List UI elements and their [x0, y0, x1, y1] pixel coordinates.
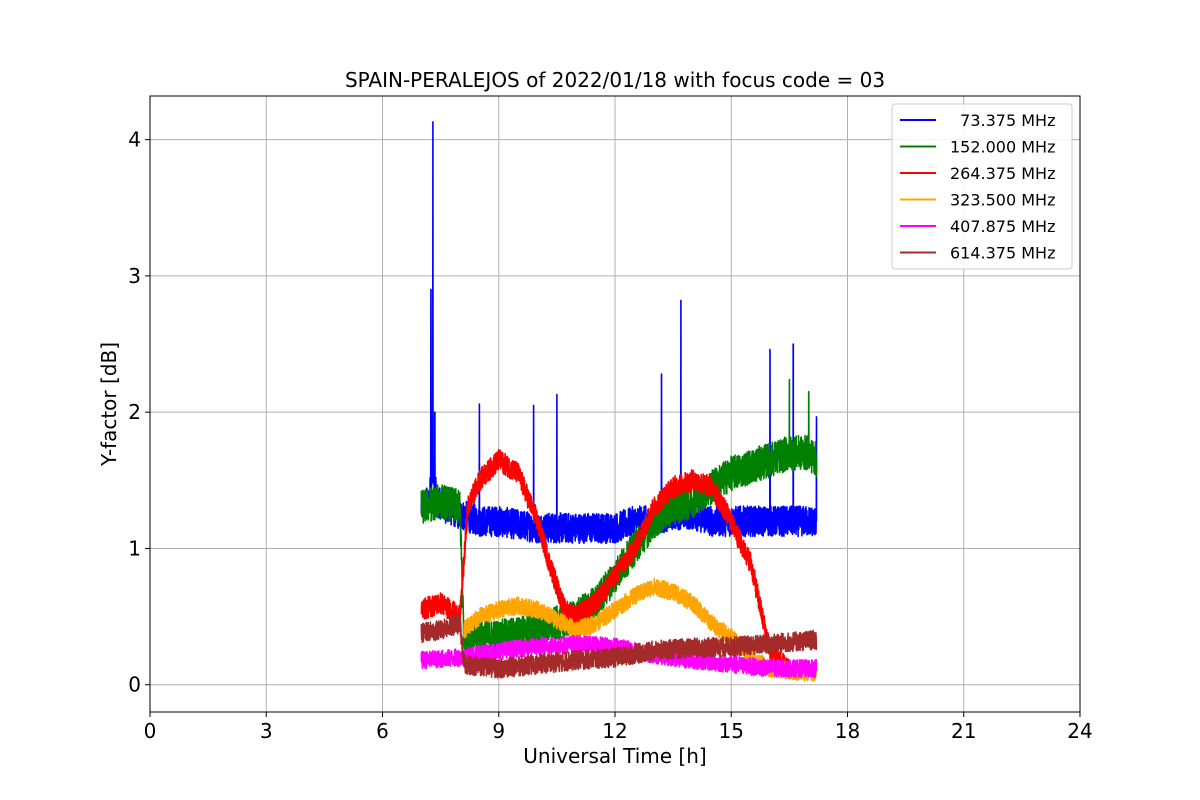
series-line: [420, 613, 818, 679]
series-line: [420, 634, 818, 678]
legend-entry: 323.500 MHz: [950, 191, 1055, 210]
series-line: [420, 448, 791, 680]
legend-box: [891, 103, 1073, 270]
y-tick-label: 4: [128, 128, 141, 152]
y-axis-label: Y-factor [dB]: [97, 342, 121, 467]
x-tick-label: 21: [951, 719, 976, 743]
series-line: [463, 577, 818, 682]
chart-title: SPAIN-PERALEJOS of 2022/01/18 with focus…: [345, 68, 885, 92]
legend-entry: 264.375 MHz: [950, 164, 1055, 183]
x-tick-label: 3: [260, 719, 273, 743]
x-tick-label: 15: [719, 719, 744, 743]
x-tick-label: 12: [602, 719, 627, 743]
x-tick-label: 0: [144, 719, 157, 743]
series-line: [420, 378, 818, 656]
x-tick-label: 6: [376, 719, 389, 743]
series-line: [420, 121, 818, 545]
legend-entry: 407.875 MHz: [950, 217, 1055, 236]
y-tick-label: 1: [128, 536, 141, 560]
legend-entry: 73.375 MHz: [950, 111, 1055, 130]
y-tick-label: 3: [128, 264, 141, 288]
legend: 73.375 MHz 152.000 MHz 264.375 MHz 323.500 …: [891, 103, 1073, 270]
y-tick-label: 2: [128, 400, 141, 424]
legend-entry: 614.375 MHz: [950, 244, 1055, 263]
legend-entry: 152.000 MHz: [950, 138, 1055, 157]
x-tick-label: 24: [1067, 719, 1092, 743]
x-axis-label: Universal Time [h]: [523, 744, 706, 768]
x-tick-label: 9: [492, 719, 505, 743]
plot-area: [420, 121, 818, 682]
y-tick-label: 0: [128, 673, 141, 697]
x-tick-label: 18: [835, 719, 860, 743]
